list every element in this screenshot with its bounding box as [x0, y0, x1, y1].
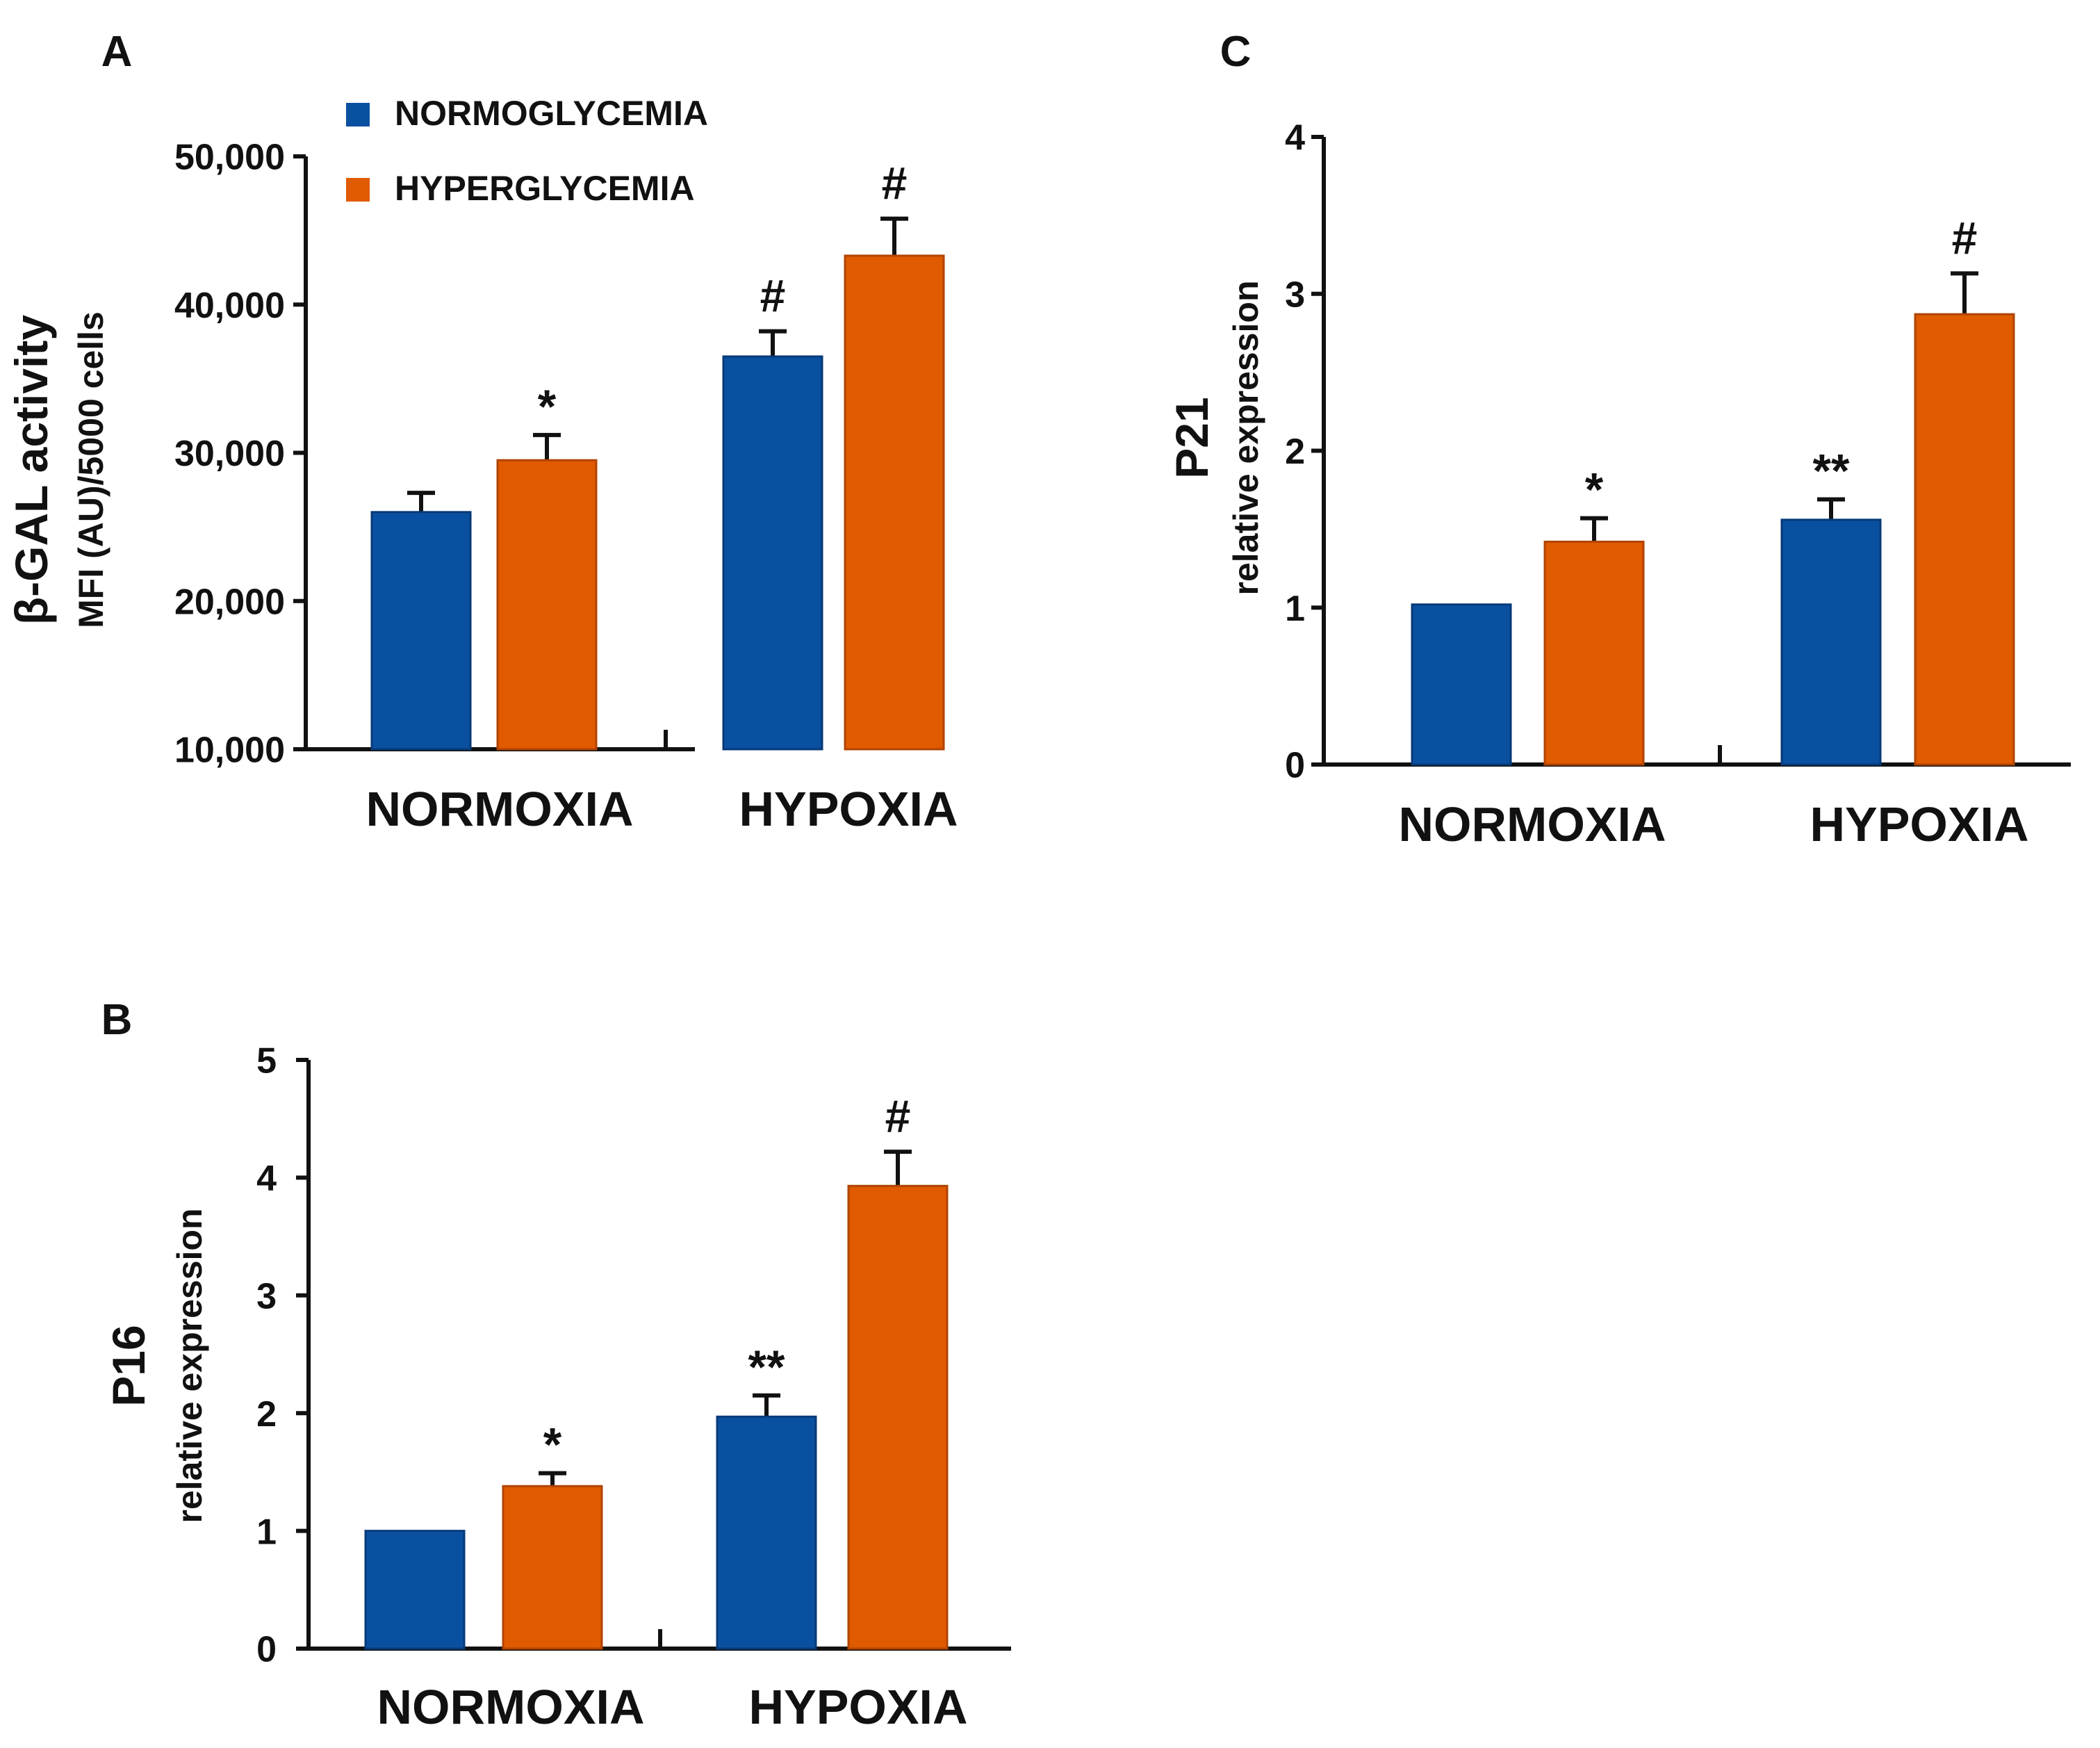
bar-hyperglycemia-hypoxia [844, 254, 945, 751]
panel-letter: C [1220, 28, 1252, 76]
y-axis-title: β-GAL activity [6, 315, 57, 625]
legend-swatch [346, 178, 370, 202]
significance-mark: * [538, 380, 557, 433]
bar-normoglycemia-hypoxia [1780, 518, 1882, 766]
y-tick-label: 50,000 [174, 138, 285, 178]
y-axis-title: P21 [1166, 397, 1217, 478]
y-axis-subtitle: relative expression [1227, 280, 1265, 595]
y-axis-subtitle: relative expression [170, 1208, 209, 1523]
significance-mark: * [1585, 464, 1604, 516]
panel-b: B 0 1 2 3 4 5 P16 relative expression NORMOXIA HYP… [101, 996, 1011, 1734]
y-tick-label: 5 [256, 1041, 277, 1081]
y-tick-label: 3 [1285, 275, 1305, 315]
y-axis-title: P16 [103, 1325, 154, 1406]
legend: NORMOGLYCEMIA HYPERGLYCEMIA [346, 94, 708, 208]
significance-mark: # [885, 1091, 911, 1142]
y-axis-subtitle: MFI (AU)/5000 cells [72, 311, 110, 628]
y-tick-label: 40,000 [174, 286, 285, 326]
bar-normoglycemia-normoxia [1411, 603, 1512, 766]
y-tick-label: 2 [256, 1394, 277, 1435]
significance-mark: ** [1813, 444, 1850, 497]
panel-letter: A [101, 28, 133, 76]
panel-letter: B [101, 996, 133, 1044]
x-category-label: NORMOXIA [377, 1680, 645, 1734]
y-tick-label: 30,000 [174, 434, 285, 474]
bar-hyperglycemia-normoxia [1543, 540, 1645, 766]
y-tick-label: 3 [256, 1277, 277, 1317]
significance-mark: * [543, 1419, 562, 1471]
x-category-label: HYPOXIA [748, 1680, 967, 1734]
y-tick-label: 4 [1285, 118, 1305, 158]
y-tick-label: 2 [1285, 432, 1305, 472]
bar-normoglycemia-normoxia [370, 511, 472, 751]
bar-hyperglycemia-hypoxia [1914, 313, 2015, 766]
y-tick-label: 0 [1285, 746, 1305, 786]
panel-c: C 0 1 2 3 4 P21 relative expression NORMOXIA HYPO… [1166, 28, 2071, 851]
bar-hyperglycemia-normoxia [502, 1485, 603, 1650]
x-category-label: NORMOXIA [366, 782, 634, 836]
bar-normoglycemia-hypoxia [722, 355, 823, 751]
legend-label: HYPERGLYCEMIA [395, 169, 695, 208]
significance-mark: # [882, 158, 908, 209]
y-tick-label: 0 [256, 1630, 277, 1670]
significance-mark: # [760, 270, 786, 322]
y-tick-label: 1 [256, 1512, 277, 1552]
bar-hyperglycemia-hypoxia [847, 1184, 949, 1650]
legend-swatch [346, 103, 370, 126]
x-category-label: HYPOXIA [1810, 797, 2028, 851]
panel-a: A 10,000 20,000 30,000 40,000 50,000 β-GAL act… [6, 28, 958, 836]
y-tick-label: 20,000 [174, 582, 285, 622]
x-category-label: HYPOXIA [739, 782, 958, 836]
y-tick-label: 10,000 [174, 730, 285, 771]
bar-hyperglycemia-normoxia [496, 459, 598, 751]
bar-normoglycemia-normoxia [364, 1530, 466, 1650]
y-tick-label: 1 [1285, 589, 1305, 629]
significance-mark: # [1952, 212, 1978, 263]
x-category-label: NORMOXIA [1399, 797, 1666, 851]
bar-normoglycemia-hypoxia [716, 1415, 817, 1650]
significance-mark: ** [748, 1341, 785, 1394]
y-tick-label: 4 [256, 1159, 277, 1199]
legend-label: NORMOGLYCEMIA [395, 94, 708, 133]
